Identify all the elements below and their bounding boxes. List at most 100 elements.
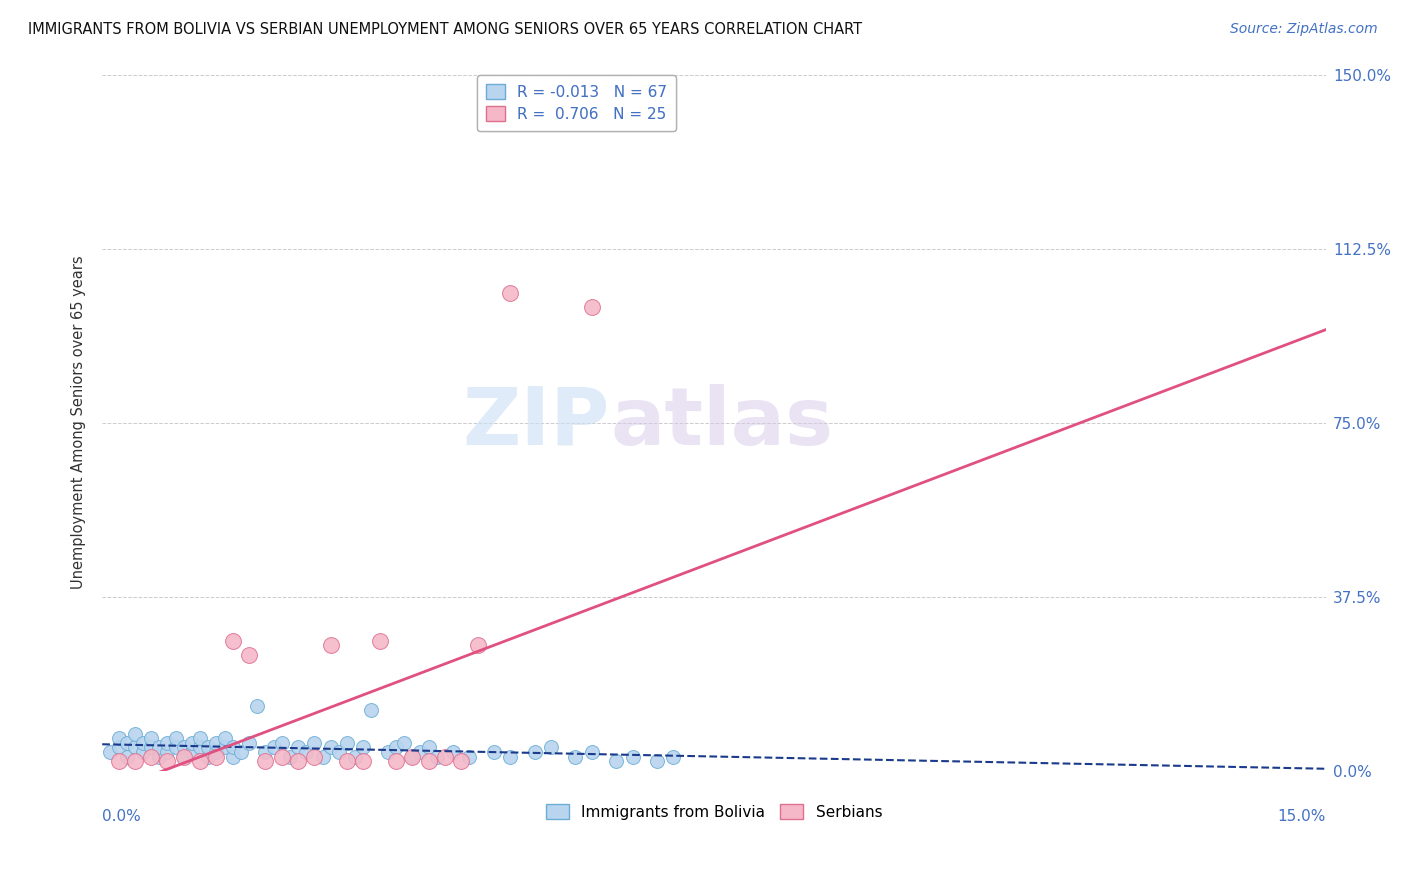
Point — [336, 736, 359, 750]
Point — [141, 740, 163, 755]
Point — [263, 740, 285, 755]
Point — [107, 740, 129, 755]
Point — [344, 749, 367, 764]
Point — [409, 745, 432, 759]
Point — [368, 633, 391, 648]
Legend: R = -0.013   N = 67, R =  0.706   N = 25: R = -0.013 N = 67, R = 0.706 N = 25 — [477, 75, 676, 131]
Point — [156, 755, 179, 769]
Point — [401, 749, 423, 764]
Point — [205, 745, 228, 759]
Point — [173, 749, 195, 764]
Point — [287, 755, 309, 769]
Point — [564, 749, 586, 764]
Point — [605, 755, 627, 769]
Point — [270, 736, 292, 750]
Point — [377, 745, 399, 759]
Point — [173, 749, 195, 764]
Point — [304, 749, 326, 764]
Point — [287, 740, 309, 755]
Point — [100, 745, 122, 759]
Point — [188, 755, 211, 769]
Point — [124, 740, 146, 755]
Text: ZIP: ZIP — [463, 384, 610, 462]
Point — [181, 736, 204, 750]
Point — [222, 740, 245, 755]
Point — [165, 731, 187, 746]
Point — [433, 749, 456, 764]
Point — [441, 745, 464, 759]
Point — [181, 745, 204, 759]
Point — [238, 648, 260, 662]
Point — [254, 745, 277, 759]
Point — [352, 755, 374, 769]
Point — [148, 749, 170, 764]
Point — [107, 755, 129, 769]
Point — [229, 745, 252, 759]
Point — [173, 740, 195, 755]
Text: 15.0%: 15.0% — [1278, 809, 1326, 824]
Point — [499, 749, 522, 764]
Point — [124, 726, 146, 740]
Point — [450, 755, 472, 769]
Point — [319, 639, 342, 653]
Point — [197, 740, 219, 755]
Point — [311, 749, 333, 764]
Point — [132, 736, 155, 750]
Point — [141, 749, 163, 764]
Point — [336, 755, 359, 769]
Point — [319, 740, 342, 755]
Text: IMMIGRANTS FROM BOLIVIA VS SERBIAN UNEMPLOYMENT AMONG SENIORS OVER 65 YEARS CORR: IMMIGRANTS FROM BOLIVIA VS SERBIAN UNEMP… — [28, 22, 862, 37]
Point — [222, 749, 245, 764]
Point — [107, 731, 129, 746]
Point — [328, 745, 350, 759]
Point — [304, 736, 326, 750]
Point — [662, 749, 685, 764]
Point — [238, 736, 260, 750]
Point — [132, 745, 155, 759]
Point — [165, 740, 187, 755]
Point — [254, 755, 277, 769]
Point — [278, 749, 301, 764]
Point — [385, 755, 408, 769]
Point — [401, 749, 423, 764]
Point — [188, 740, 211, 755]
Point — [426, 749, 449, 764]
Point — [581, 300, 603, 314]
Point — [581, 745, 603, 759]
Point — [115, 736, 138, 750]
Point — [115, 749, 138, 764]
Point — [214, 740, 236, 755]
Point — [270, 749, 292, 764]
Point — [246, 698, 269, 713]
Point — [205, 736, 228, 750]
Point — [467, 639, 489, 653]
Point — [156, 745, 179, 759]
Point — [222, 633, 245, 648]
Point — [458, 749, 481, 764]
Point — [482, 745, 505, 759]
Point — [523, 745, 546, 759]
Point — [148, 740, 170, 755]
Y-axis label: Unemployment Among Seniors over 65 years: Unemployment Among Seniors over 65 years — [72, 256, 86, 590]
Text: 0.0%: 0.0% — [103, 809, 141, 824]
Text: atlas: atlas — [610, 384, 834, 462]
Text: Source: ZipAtlas.com: Source: ZipAtlas.com — [1230, 22, 1378, 37]
Point — [188, 731, 211, 746]
Point — [392, 736, 415, 750]
Point — [418, 755, 440, 769]
Point — [205, 749, 228, 764]
Point — [214, 731, 236, 746]
Point — [352, 740, 374, 755]
Point — [124, 755, 146, 769]
Point — [295, 745, 318, 759]
Point — [645, 755, 668, 769]
Point — [141, 731, 163, 746]
Point — [418, 740, 440, 755]
Point — [621, 749, 644, 764]
Point — [197, 749, 219, 764]
Point — [385, 740, 408, 755]
Point — [360, 703, 382, 717]
Point — [156, 736, 179, 750]
Point — [540, 740, 562, 755]
Point — [499, 285, 522, 300]
